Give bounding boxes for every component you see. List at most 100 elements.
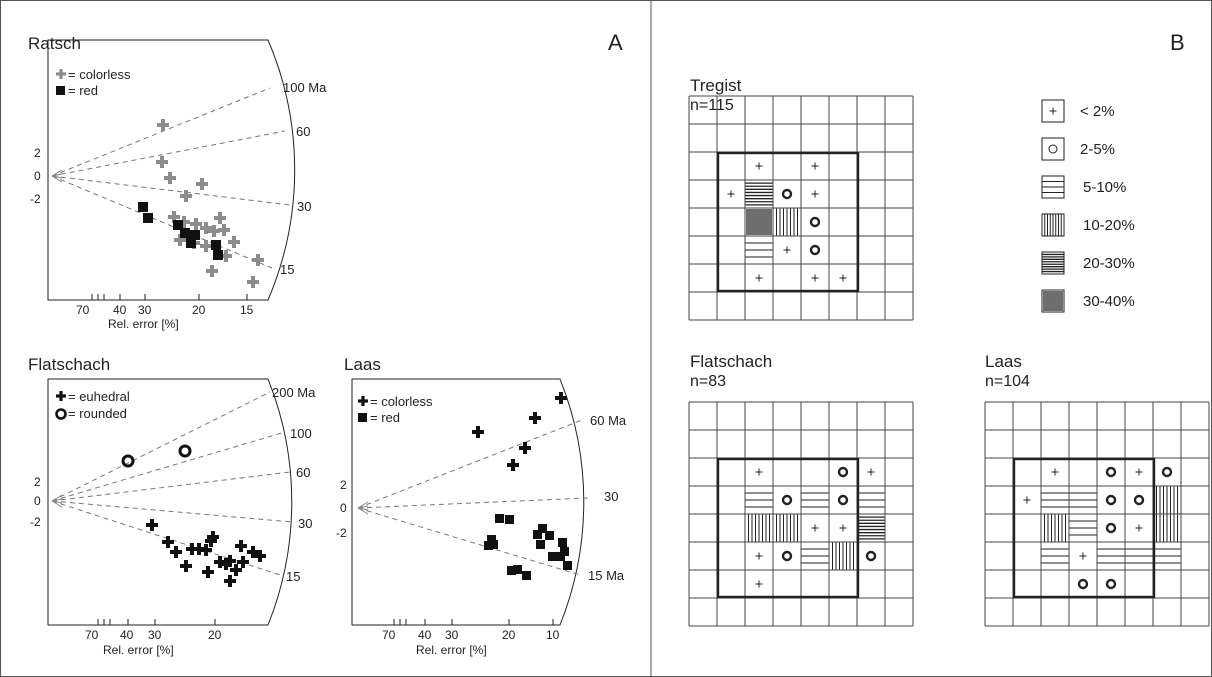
data-point (489, 540, 498, 549)
panel-label-b: B (1170, 30, 1185, 55)
age-rays-ratsch (51, 87, 291, 269)
symbol-ring (1105, 466, 1117, 478)
data-point (162, 536, 174, 548)
symbol-ring (837, 466, 849, 478)
age-label-60: 60 (296, 124, 310, 139)
legend-label: < 2% (1080, 103, 1115, 120)
data-point (180, 228, 190, 238)
legend-flatschach: = euhedral = rounded (55, 389, 130, 421)
data-point (507, 566, 516, 575)
data-point (224, 555, 236, 567)
points-laas (472, 392, 572, 580)
grid-title-laas: Laas (985, 352, 1022, 371)
data-point (235, 540, 247, 552)
data-point (519, 442, 531, 454)
origin-fan-flatschach (51, 494, 63, 508)
data-point (193, 543, 205, 555)
x-tick-70: 70 (76, 303, 90, 317)
legend-label: 2-5% (1080, 141, 1115, 158)
symbol-ring (1105, 494, 1117, 506)
x-tick-10: 10 (546, 628, 560, 642)
data-point (555, 392, 567, 404)
data-point (214, 212, 226, 224)
data-point (505, 515, 514, 524)
data-point (484, 541, 493, 550)
data-point (190, 230, 200, 240)
legend-square-marker (56, 86, 65, 95)
data-point (556, 552, 565, 561)
age-ray-30 (51, 500, 293, 523)
legend-symbol-box (1041, 289, 1065, 313)
symbol-ring (1048, 144, 1058, 154)
data-point (200, 240, 212, 252)
data-point (522, 571, 531, 580)
legend-label: = colorless (370, 394, 433, 409)
data-point (190, 218, 202, 230)
data-point (186, 238, 196, 248)
age-ray-15 (357, 507, 581, 576)
data-point (157, 119, 169, 131)
y-tick-0: 0 (34, 494, 41, 508)
data-point (143, 213, 153, 223)
x-tick-20: 20 (208, 628, 222, 642)
data-point (224, 575, 236, 587)
radial-plot-flatschach: Flatschach 200 Ma 100 60 30 15 2 0 -2 (28, 355, 316, 657)
data-point (146, 519, 158, 531)
legend-label: = red (68, 83, 98, 98)
symbol-ring (781, 188, 793, 200)
y-tick-minus2: -2 (336, 526, 347, 540)
points-flatschach (121, 444, 266, 587)
data-point (174, 234, 186, 246)
data-point (220, 558, 232, 570)
symbol-ring (837, 494, 849, 506)
age-rays-laas (357, 419, 589, 576)
data-point (558, 538, 567, 547)
age-label-60: 60 (296, 465, 310, 480)
data-point (218, 224, 230, 236)
grid-n-laas: n=104 (985, 373, 1030, 390)
age-ray-60 (51, 471, 291, 502)
data-point (507, 459, 519, 471)
points-ratsch (138, 119, 264, 288)
legend-laas: = colorless = red (358, 394, 433, 425)
legend-symbol-box (1041, 99, 1065, 123)
legend-plus-marker (358, 396, 368, 406)
grid-inner-frame (716, 457, 860, 599)
age-label-100: 100 Ma (283, 80, 327, 95)
x-ticks-flatschach (97, 619, 216, 625)
legend-plus-marker (56, 391, 66, 401)
data-point (230, 564, 242, 576)
age-label-15: 15 (286, 569, 300, 584)
data-point (495, 514, 504, 523)
data-point (208, 225, 220, 237)
data-point (529, 412, 541, 424)
data-point (213, 250, 223, 260)
y-tick-0: 0 (340, 501, 347, 515)
symbol-ring (1105, 522, 1117, 534)
data-point (178, 444, 192, 458)
grid-legend: < 2% 2-5% 5-10% 10-20% 20-30% 30-40% (1041, 99, 1135, 313)
data-point (180, 560, 192, 572)
data-point (513, 565, 522, 574)
plot-frame-laas (351, 378, 585, 626)
age-ray-60 (357, 419, 583, 509)
legend-label: = red (370, 410, 400, 425)
legend-symbol-box (1041, 175, 1065, 199)
legend-label: 5-10% (1083, 179, 1126, 196)
x-tick-40: 40 (120, 628, 134, 642)
x-tick-40: 40 (418, 628, 432, 642)
age-ray-60 (51, 130, 286, 177)
symbol-ring (809, 216, 821, 228)
legend-symbol-box (1041, 213, 1065, 237)
data-point (186, 543, 198, 555)
age-ray-30 (51, 175, 291, 206)
origin-tick (357, 507, 369, 511)
symbol-ring (781, 550, 793, 562)
grid-laas (984, 401, 1210, 627)
data-point (228, 236, 240, 248)
legend-label: 20-30% (1083, 255, 1135, 272)
age-label-60: 60 Ma (590, 413, 627, 428)
origin-tick (51, 175, 63, 179)
y-tick-2: 2 (34, 475, 41, 489)
